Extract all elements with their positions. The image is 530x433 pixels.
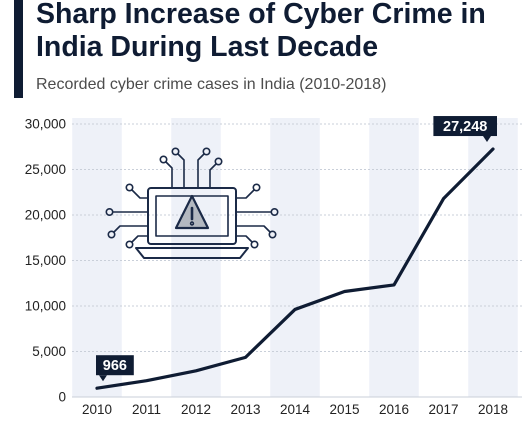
column-band (270, 118, 320, 397)
x-axis-tick-labels: 2010 2011 2012 2013 2014 2015 2016 2017 2018 (82, 402, 508, 417)
series-line (95, 147, 495, 390)
y-tick-label: 15,000 (25, 253, 66, 268)
x-tick-label: 2010 (82, 402, 112, 417)
x-tick-label: 2017 (428, 402, 458, 417)
x-tick-label: 2016 (379, 402, 409, 417)
column-band (72, 118, 122, 397)
callout-label: 966 (103, 358, 127, 374)
x-tick-label: 2015 (329, 402, 359, 417)
y-tick-label: 10,000 (25, 299, 66, 314)
x-tick-label: 2018 (478, 402, 508, 417)
y-tick-label: 5,000 (32, 344, 66, 359)
x-tick-label: 2011 (132, 402, 161, 417)
value-callout: 27,248 (433, 116, 497, 143)
y-tick-label: 25,000 (25, 162, 66, 177)
laptop-warning-icon (105, 147, 279, 259)
title-accent-bar (14, 0, 23, 98)
x-tick-label: 2014 (280, 402, 311, 417)
chart-title: Sharp Increase of Cyber Crime in India D… (36, 0, 486, 63)
value-callouts: 966 27,248 (96, 116, 497, 382)
callout-label: 27,248 (443, 119, 487, 135)
chart-subtitle: Recorded cyber crime cases in India (201… (36, 76, 387, 93)
y-tick-label: 0 (58, 390, 66, 405)
y-axis-tick-labels: 0 5,000 10,000 15,000 20,000 25,000 30,000 (25, 117, 66, 405)
line-chart: 0 5,000 10,000 15,000 20,000 25,000 30,000 201… (25, 116, 522, 417)
x-tick-label: 2013 (230, 402, 260, 417)
x-tick-label: 2012 (181, 402, 211, 417)
y-tick-label: 20,000 (25, 208, 66, 223)
y-tick-label: 30,000 (25, 117, 66, 132)
column-band (468, 118, 518, 397)
value-callout: 966 (96, 355, 134, 382)
gridlines (72, 123, 522, 398)
column-bands (72, 118, 518, 397)
